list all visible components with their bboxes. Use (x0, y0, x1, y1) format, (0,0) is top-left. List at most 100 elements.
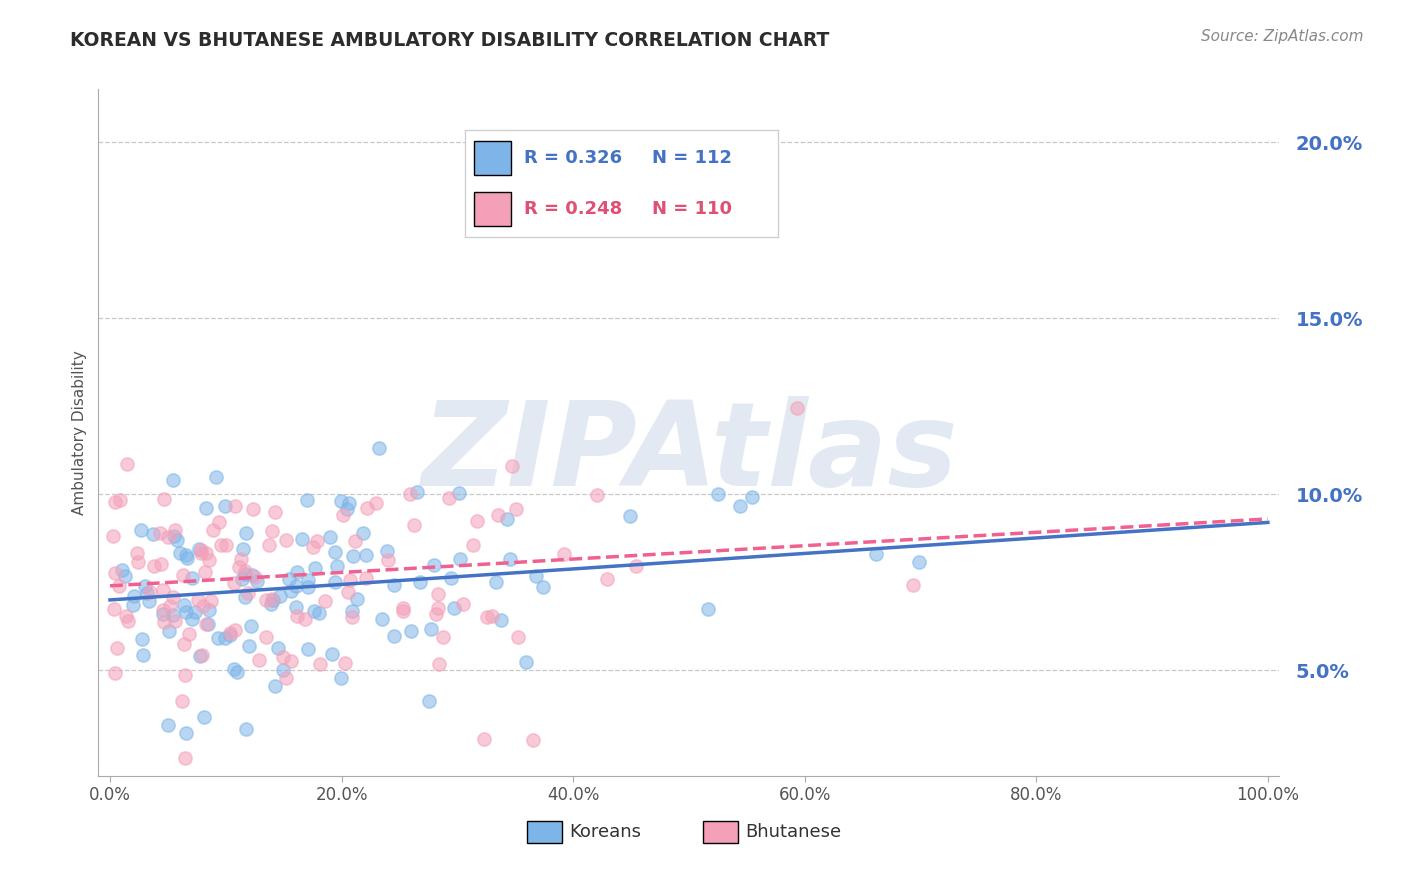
Point (264, 680, 287, 694)
Point (194, 616, 217, 631)
Point (174, 667, 197, 681)
Point (346, 592, 368, 607)
Point (707, 487, 730, 501)
Point (235, 566, 257, 581)
Point (495, 512, 517, 526)
Point (307, 533, 329, 548)
Point (132, 648, 155, 663)
Point (202, 523, 225, 537)
Point (152, 607, 174, 622)
Point (531, 580, 554, 594)
Point (166, 533, 188, 548)
Point (260, 591, 283, 606)
Point (399, 486, 422, 500)
Point (188, 648, 211, 663)
Point (233, 590, 256, 604)
Point (472, 732, 495, 747)
Point (238, 640, 260, 654)
Point (426, 586, 449, 600)
Point (194, 501, 217, 516)
Point (422, 558, 444, 572)
Point (197, 603, 219, 617)
Point (165, 523, 187, 537)
Point (150, 557, 173, 571)
Point (254, 630, 277, 644)
Point (321, 647, 343, 661)
Point (170, 693, 193, 707)
Point (399, 624, 422, 638)
Point (117, 614, 139, 628)
Point (553, 547, 575, 561)
Point (352, 526, 374, 541)
Point (127, 555, 149, 569)
Point (377, 553, 399, 567)
Point (465, 514, 488, 528)
Point (489, 614, 512, 628)
Point (260, 597, 283, 611)
Point (323, 574, 346, 589)
Point (219, 626, 242, 640)
Point (162, 607, 184, 622)
Point (273, 650, 295, 665)
Point (163, 529, 186, 543)
Point (111, 563, 134, 577)
Point (342, 549, 364, 563)
Point (152, 582, 174, 597)
Text: ZIPAtlas: ZIPAtlas (420, 396, 957, 511)
Point (139, 585, 162, 599)
Point (314, 593, 336, 607)
Point (104, 566, 127, 581)
Point (235, 722, 257, 736)
Point (308, 607, 330, 621)
Point (437, 491, 460, 506)
Point (233, 564, 256, 578)
Text: Bhutanese: Bhutanese (745, 822, 841, 841)
Point (176, 551, 198, 566)
Point (499, 551, 522, 566)
Point (356, 501, 378, 516)
Point (208, 515, 231, 529)
Point (215, 538, 238, 552)
Point (187, 542, 209, 557)
Point (515, 655, 537, 669)
Point (153, 492, 176, 507)
Point (259, 538, 281, 552)
Point (129, 523, 152, 537)
Point (697, 602, 720, 616)
Point (440, 571, 463, 585)
Point (159, 599, 181, 614)
Point (193, 565, 215, 579)
Point (903, 578, 925, 592)
Point (409, 574, 432, 589)
Point (240, 619, 263, 633)
Point (197, 553, 219, 567)
Point (262, 592, 284, 607)
Point (245, 574, 267, 588)
Point (481, 609, 503, 624)
Point (163, 614, 186, 628)
Point (426, 600, 449, 615)
Y-axis label: Ambulatory Disability: Ambulatory Disability (72, 351, 87, 515)
Point (226, 665, 249, 680)
Point (337, 495, 360, 509)
Point (325, 545, 347, 559)
Point (375, 544, 398, 558)
Point (176, 606, 198, 620)
Point (461, 538, 484, 552)
Point (297, 580, 319, 594)
Point (302, 604, 325, 618)
Point (174, 726, 197, 740)
Point (162, 590, 184, 604)
Point (108, 579, 131, 593)
Point (157, 624, 180, 638)
Point (354, 571, 377, 585)
Point (285, 600, 308, 615)
Point (142, 559, 165, 574)
Point (224, 500, 246, 514)
Point (115, 609, 138, 624)
Point (418, 694, 440, 708)
Point (172, 568, 194, 582)
Point (485, 574, 508, 589)
Point (522, 733, 544, 747)
Point (624, 558, 647, 573)
